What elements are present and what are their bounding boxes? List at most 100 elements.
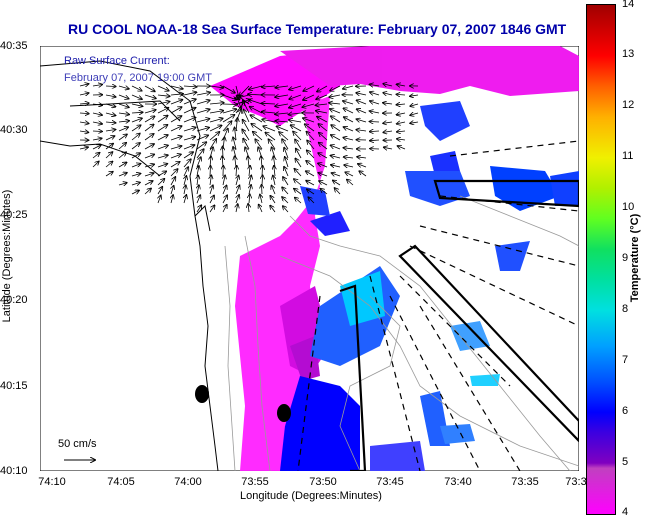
current-vector <box>144 85 155 91</box>
ytick-0: 40:35 <box>0 40 28 52</box>
current-vector <box>235 185 240 195</box>
current-vector <box>343 108 354 114</box>
current-vector <box>118 162 127 168</box>
current-vector <box>330 109 341 114</box>
current-vector <box>345 172 354 177</box>
current-vector <box>318 163 328 168</box>
current-vector <box>289 120 302 122</box>
current-vector <box>410 95 419 96</box>
current-vector <box>222 109 237 114</box>
current-vector <box>275 104 289 106</box>
current-vector <box>118 86 129 89</box>
current-vector <box>210 175 211 186</box>
current-vector <box>223 175 225 186</box>
current-vector <box>331 116 341 123</box>
current-vector <box>410 104 419 106</box>
current-vector <box>144 144 154 150</box>
xtick-4: 73:50 <box>309 476 337 488</box>
page-title: RU COOL NOAA-18 Sea Surface Temperature:… <box>68 21 567 37</box>
current-vector <box>131 134 140 141</box>
current-vector <box>275 121 289 122</box>
current-vector <box>273 176 275 186</box>
current-vector <box>131 94 142 99</box>
current-vector <box>170 85 183 89</box>
current-vector <box>289 94 302 99</box>
current-vector <box>131 112 143 113</box>
current-vector <box>197 195 200 204</box>
current-vector <box>118 103 129 107</box>
current-vector <box>397 122 406 124</box>
current-vector <box>397 84 406 86</box>
ytick-1: 40:30 <box>0 124 28 136</box>
current-vector <box>183 86 197 87</box>
current-vector <box>157 108 169 114</box>
current-vector <box>357 109 367 114</box>
current-vector <box>196 142 206 150</box>
current-vector <box>131 190 139 195</box>
current-vector <box>92 104 102 105</box>
current-vector <box>294 179 302 186</box>
current-vector <box>183 167 188 177</box>
current-vector <box>282 187 289 195</box>
current-vector <box>105 113 116 116</box>
current-vector <box>265 132 276 141</box>
current-vector <box>209 111 223 113</box>
scale-label: 50 cm/s <box>58 438 97 450</box>
current-vector <box>316 111 328 113</box>
current-vector <box>315 104 328 105</box>
current-vector <box>144 134 154 141</box>
current-vector <box>279 132 289 141</box>
x-axis-label: Longitude (Degrees:Minutes) <box>240 490 382 502</box>
current-vector <box>331 135 341 141</box>
ctick-10: 4 <box>622 506 629 518</box>
current-vector <box>396 104 406 105</box>
current-vector <box>158 195 161 204</box>
xtick-7: 73:35 <box>511 476 539 488</box>
current-vector <box>275 113 289 114</box>
current-vector <box>357 100 367 105</box>
ctick-8: 6 <box>622 405 629 417</box>
current-vector <box>92 85 102 87</box>
current-vector <box>131 174 141 177</box>
current-vector <box>157 102 170 105</box>
marker-station-east <box>277 404 291 422</box>
current-vector <box>183 137 195 141</box>
y-axis-label: Latitude (Degrees:Minutes) <box>1 189 13 323</box>
current-vector <box>131 143 140 150</box>
current-vector <box>183 92 197 95</box>
current-vector <box>105 172 113 177</box>
current-vector <box>248 94 263 95</box>
current-vector <box>79 131 89 132</box>
current-vector <box>170 126 182 132</box>
current-vector <box>251 124 263 132</box>
current-vector <box>370 131 380 132</box>
current-vector <box>306 171 315 177</box>
current-vector <box>249 100 263 105</box>
ctick-0: 14 <box>622 0 635 10</box>
current-vector <box>320 189 328 195</box>
current-vector <box>222 85 235 93</box>
current-vector <box>157 145 168 150</box>
current-vector <box>302 103 315 107</box>
sst-map-canvas <box>39 45 581 473</box>
current-vector <box>356 119 367 122</box>
ytick-5: 40:10 <box>0 465 28 477</box>
current-vector <box>283 206 289 213</box>
current-vector <box>183 145 195 150</box>
current-vector <box>384 147 393 149</box>
current-vector <box>306 132 315 141</box>
current-vector <box>410 113 419 115</box>
current-vector <box>343 138 354 141</box>
current-vector <box>318 153 328 159</box>
current-vector <box>333 180 341 186</box>
current-vector <box>157 85 169 91</box>
current-vector <box>131 85 142 91</box>
current-vector <box>196 119 210 123</box>
current-vector <box>248 204 249 213</box>
current-vector <box>105 104 116 107</box>
current-vector <box>289 85 302 90</box>
current-vector <box>92 131 102 132</box>
current-vector <box>331 145 341 150</box>
current-vector <box>196 100 210 105</box>
current-vector <box>183 108 196 114</box>
